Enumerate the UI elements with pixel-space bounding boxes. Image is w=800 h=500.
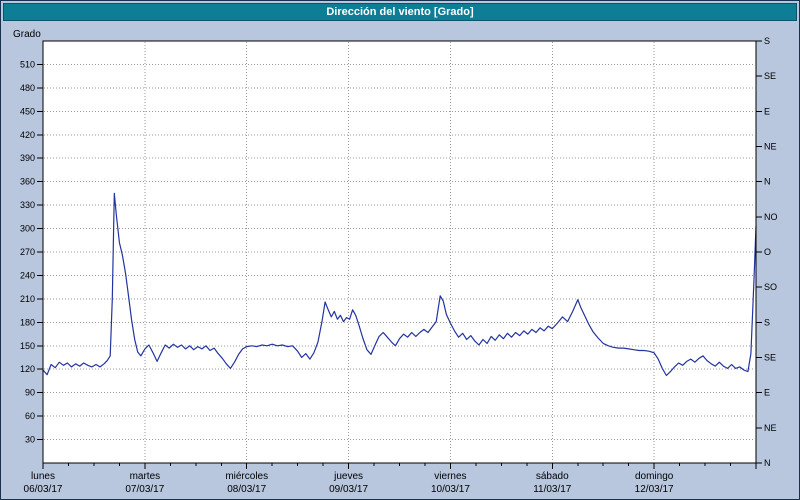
x-date-label: 11/03/17 xyxy=(533,484,572,495)
x-day-label: jueves xyxy=(333,471,363,482)
y-tick-label: 300 xyxy=(20,224,35,234)
y-tick-label: 420 xyxy=(20,130,35,140)
compass-tick-label: SE xyxy=(764,71,776,81)
x-day-label: sábado xyxy=(536,471,569,482)
x-date-label: 06/03/17 xyxy=(24,484,63,495)
compass-tick-label: N xyxy=(764,458,771,468)
y-tick-label: 360 xyxy=(20,177,35,187)
compass-tick-label: NO xyxy=(764,212,778,222)
y-tick-label: 210 xyxy=(20,294,35,304)
plot-border xyxy=(42,40,757,464)
y-tick-label: 270 xyxy=(20,247,35,257)
x-date-label: 10/03/17 xyxy=(431,484,470,495)
x-axis: lunes 06/03/17 martes 07/03/17 miércoles 08/0… xyxy=(24,463,757,495)
y-tick-label: 510 xyxy=(20,59,35,69)
compass-tick-label: S xyxy=(764,317,770,327)
x-date-label: 08/03/17 xyxy=(227,484,266,495)
x-day-label: lunes xyxy=(31,471,55,482)
gridlines xyxy=(44,42,755,462)
compass-tick-label: E xyxy=(764,106,770,116)
y-axis-left: Grado 30 60 90 120 150 180 210 240 270 300 330 360 39… xyxy=(13,29,43,445)
compass-tick-label: N xyxy=(764,177,771,187)
x-day-label: domingo xyxy=(635,471,674,482)
y-tick-label: 150 xyxy=(20,341,35,351)
compass-tick-label: S xyxy=(764,36,770,46)
x-day-label: martes xyxy=(130,471,161,482)
y-tick-label: 240 xyxy=(20,270,35,280)
y-tick-label: 90 xyxy=(25,388,35,398)
x-date-label: 07/03/17 xyxy=(125,484,164,495)
x-date-label: 09/03/17 xyxy=(329,484,368,495)
chart-title: Dirección del viento [Grado] xyxy=(326,6,474,18)
compass-tick-label: SE xyxy=(764,353,776,363)
series-direcci-n-del-viento xyxy=(42,192,757,377)
wind-direction-chart: Grado 30 60 90 120 150 180 210 240 270 300 330 360 39… xyxy=(13,29,778,495)
y-tick-label: 60 xyxy=(25,411,35,421)
data-line xyxy=(42,192,757,377)
y-tick-label: 390 xyxy=(20,153,35,163)
compass-tick-label: O xyxy=(764,247,771,257)
x-date-label: 12/03/17 xyxy=(635,484,674,495)
y-tick-label: 480 xyxy=(20,83,35,93)
compass-tick-label: SO xyxy=(764,282,777,292)
y-axis-right: N NE E SE S SO O NO N NE E SE S xyxy=(756,36,778,468)
compass-tick-label: E xyxy=(764,388,770,398)
y-tick-label: 180 xyxy=(20,317,35,327)
compass-tick-label: NE xyxy=(764,423,777,433)
y-tick-label: 330 xyxy=(20,200,35,210)
x-day-label: miércoles xyxy=(225,471,268,482)
y-tick-label: 30 xyxy=(25,435,35,445)
y-tick-label: 120 xyxy=(20,364,35,374)
y-axis-unit-label: Grado xyxy=(13,29,41,40)
x-day-label: viernes xyxy=(434,471,466,482)
y-tick-label: 450 xyxy=(20,106,35,116)
compass-tick-label: NE xyxy=(764,142,777,152)
chart-title-bar: Dirección del viento [Grado] xyxy=(3,3,797,21)
